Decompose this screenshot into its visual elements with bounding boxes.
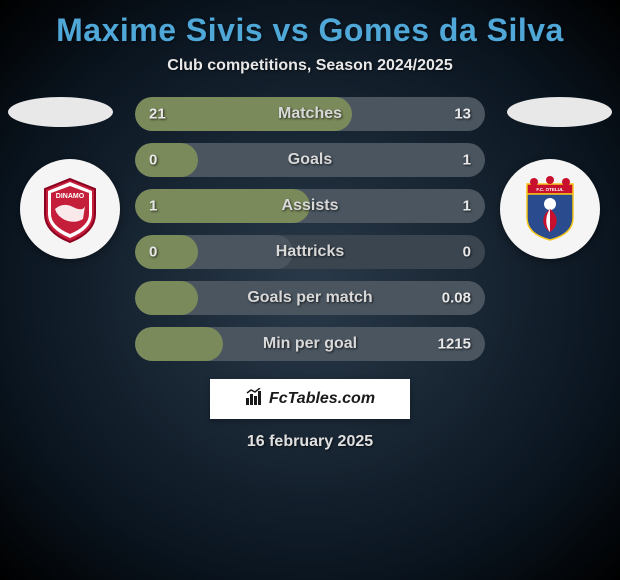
footer-date: 16 february 2025 [0,433,620,451]
player-right-ellipse [507,97,612,127]
stat-value-right: 0.08 [442,290,471,307]
stat-value-left: 0 [149,152,157,169]
stat-label: Goals [288,151,332,169]
stat-label: Min per goal [263,335,357,353]
stat-label: Hattricks [276,243,344,261]
stat-row: 0 Hattricks 0 [135,235,485,269]
stat-value-right: 13 [454,106,471,123]
stat-row: 1 Assists 1 [135,189,485,223]
stat-row: Goals per match 0.08 [135,281,485,315]
chart-icon [245,388,263,411]
page-subtitle: Club competitions, Season 2024/2025 [0,57,620,75]
stat-row: Min per goal 1215 [135,327,485,361]
stat-value-left: 21 [149,106,166,123]
dinamo-crest-icon: DINAMO [35,174,105,244]
stat-label: Assists [282,197,339,215]
otelul-crest-icon: F.C. OTELUL [515,174,585,244]
stat-fill-left [135,281,198,315]
player-left-ellipse [8,97,113,127]
stat-fill-left [135,327,223,361]
content-area: DINAMO F.C. OTELUL 21 Matches 13 0 Goals 1 1 As… [0,97,620,451]
team-badge-right: F.C. OTELUL [500,159,600,259]
stat-value-right: 1 [463,198,471,215]
stat-value-left: 0 [149,244,157,261]
svg-text:F.C. OTELUL: F.C. OTELUL [536,187,563,192]
team-badge-left: DINAMO [20,159,120,259]
stat-value-left: 1 [149,198,157,215]
stat-row: 0 Goals 1 [135,143,485,177]
stat-value-right: 1 [463,152,471,169]
svg-text:DINAMO: DINAMO [56,193,85,200]
stat-value-right: 1215 [438,336,471,353]
stat-fill-left [135,143,198,177]
brand-banner[interactable]: FcTables.com [210,379,410,419]
stat-label: Matches [278,105,342,123]
stat-fill-left [135,235,198,269]
stat-row: 21 Matches 13 [135,97,485,131]
stats-container: 21 Matches 13 0 Goals 1 1 Assists 1 0 Hattricks 0 Go… [135,97,485,361]
stat-label: Goals per match [247,289,372,307]
brand-label: FcTables.com [269,390,375,408]
stat-value-right: 0 [463,244,471,261]
page-title: Maxime Sivis vs Gomes da Silva [0,0,620,49]
